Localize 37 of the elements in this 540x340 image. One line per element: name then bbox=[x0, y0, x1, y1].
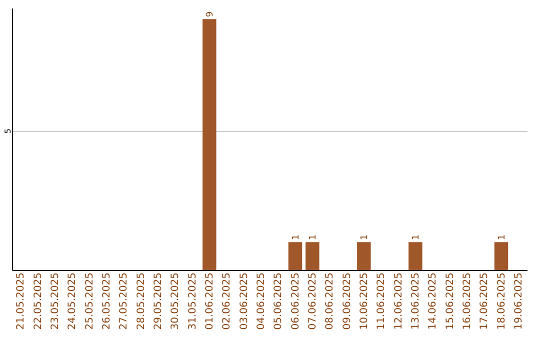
x-tick-label: 09.06.2025 bbox=[342, 272, 353, 330]
x-tick-label: 25.05.2025 bbox=[84, 272, 96, 330]
x-tick-label: 05.06.2025 bbox=[273, 272, 284, 330]
x-tick-label: 14.06.2025 bbox=[428, 272, 439, 330]
x-tick-label: 01.06.2025 bbox=[204, 272, 216, 330]
x-tick-label: 28.05.2025 bbox=[136, 272, 147, 330]
x-tick-label: 12.06.2025 bbox=[393, 272, 404, 330]
data-label: 1 bbox=[497, 234, 508, 240]
data-label: 1 bbox=[411, 234, 422, 240]
x-tick-label: 31.05.2025 bbox=[187, 272, 198, 330]
x-tick-label: 23.05.2025 bbox=[50, 272, 61, 330]
x-tick-label: 06.06.2025 bbox=[290, 272, 302, 330]
x-tick-label: 03.06.2025 bbox=[238, 272, 250, 330]
x-tick-label: 18.06.2025 bbox=[496, 272, 508, 330]
x-tick-label: 11.06.2025 bbox=[376, 272, 388, 330]
x-tick-label: 24.05.2025 bbox=[67, 272, 78, 330]
x-tick-label: 07.06.2025 bbox=[307, 272, 318, 330]
y-tick-label: 5 bbox=[4, 128, 12, 134]
x-tick-label: 10.06.2025 bbox=[358, 272, 370, 330]
x-tick-label: 13.06.2025 bbox=[410, 272, 422, 330]
data-label: 1 bbox=[308, 234, 318, 240]
x-tick-label: 27.05.2025 bbox=[118, 272, 130, 330]
x-tick-label: 17.06.2025 bbox=[479, 272, 490, 330]
x-tick-label: 26.05.2025 bbox=[101, 272, 112, 330]
x-tick-label: 21.05.2025 bbox=[16, 272, 27, 330]
data-label: 1 bbox=[360, 234, 370, 240]
data-label: 1 bbox=[291, 234, 302, 240]
x-tick-label: 04.06.2025 bbox=[256, 272, 267, 330]
x-tick-label: 22.05.2025 bbox=[32, 272, 44, 330]
x-tick-label: 19.06.2025 bbox=[513, 272, 524, 330]
x-tick-label: 30.05.2025 bbox=[170, 272, 182, 330]
data-label: 9 bbox=[205, 11, 216, 18]
x-tick-label: 02.06.2025 bbox=[222, 272, 233, 330]
x-tick-label: 15.06.2025 bbox=[444, 272, 456, 330]
x-tick-label: 16.06.2025 bbox=[462, 272, 473, 330]
x-tick-label: 29.05.2025 bbox=[152, 272, 164, 330]
x-tick-label: 08.06.2025 bbox=[324, 272, 336, 330]
